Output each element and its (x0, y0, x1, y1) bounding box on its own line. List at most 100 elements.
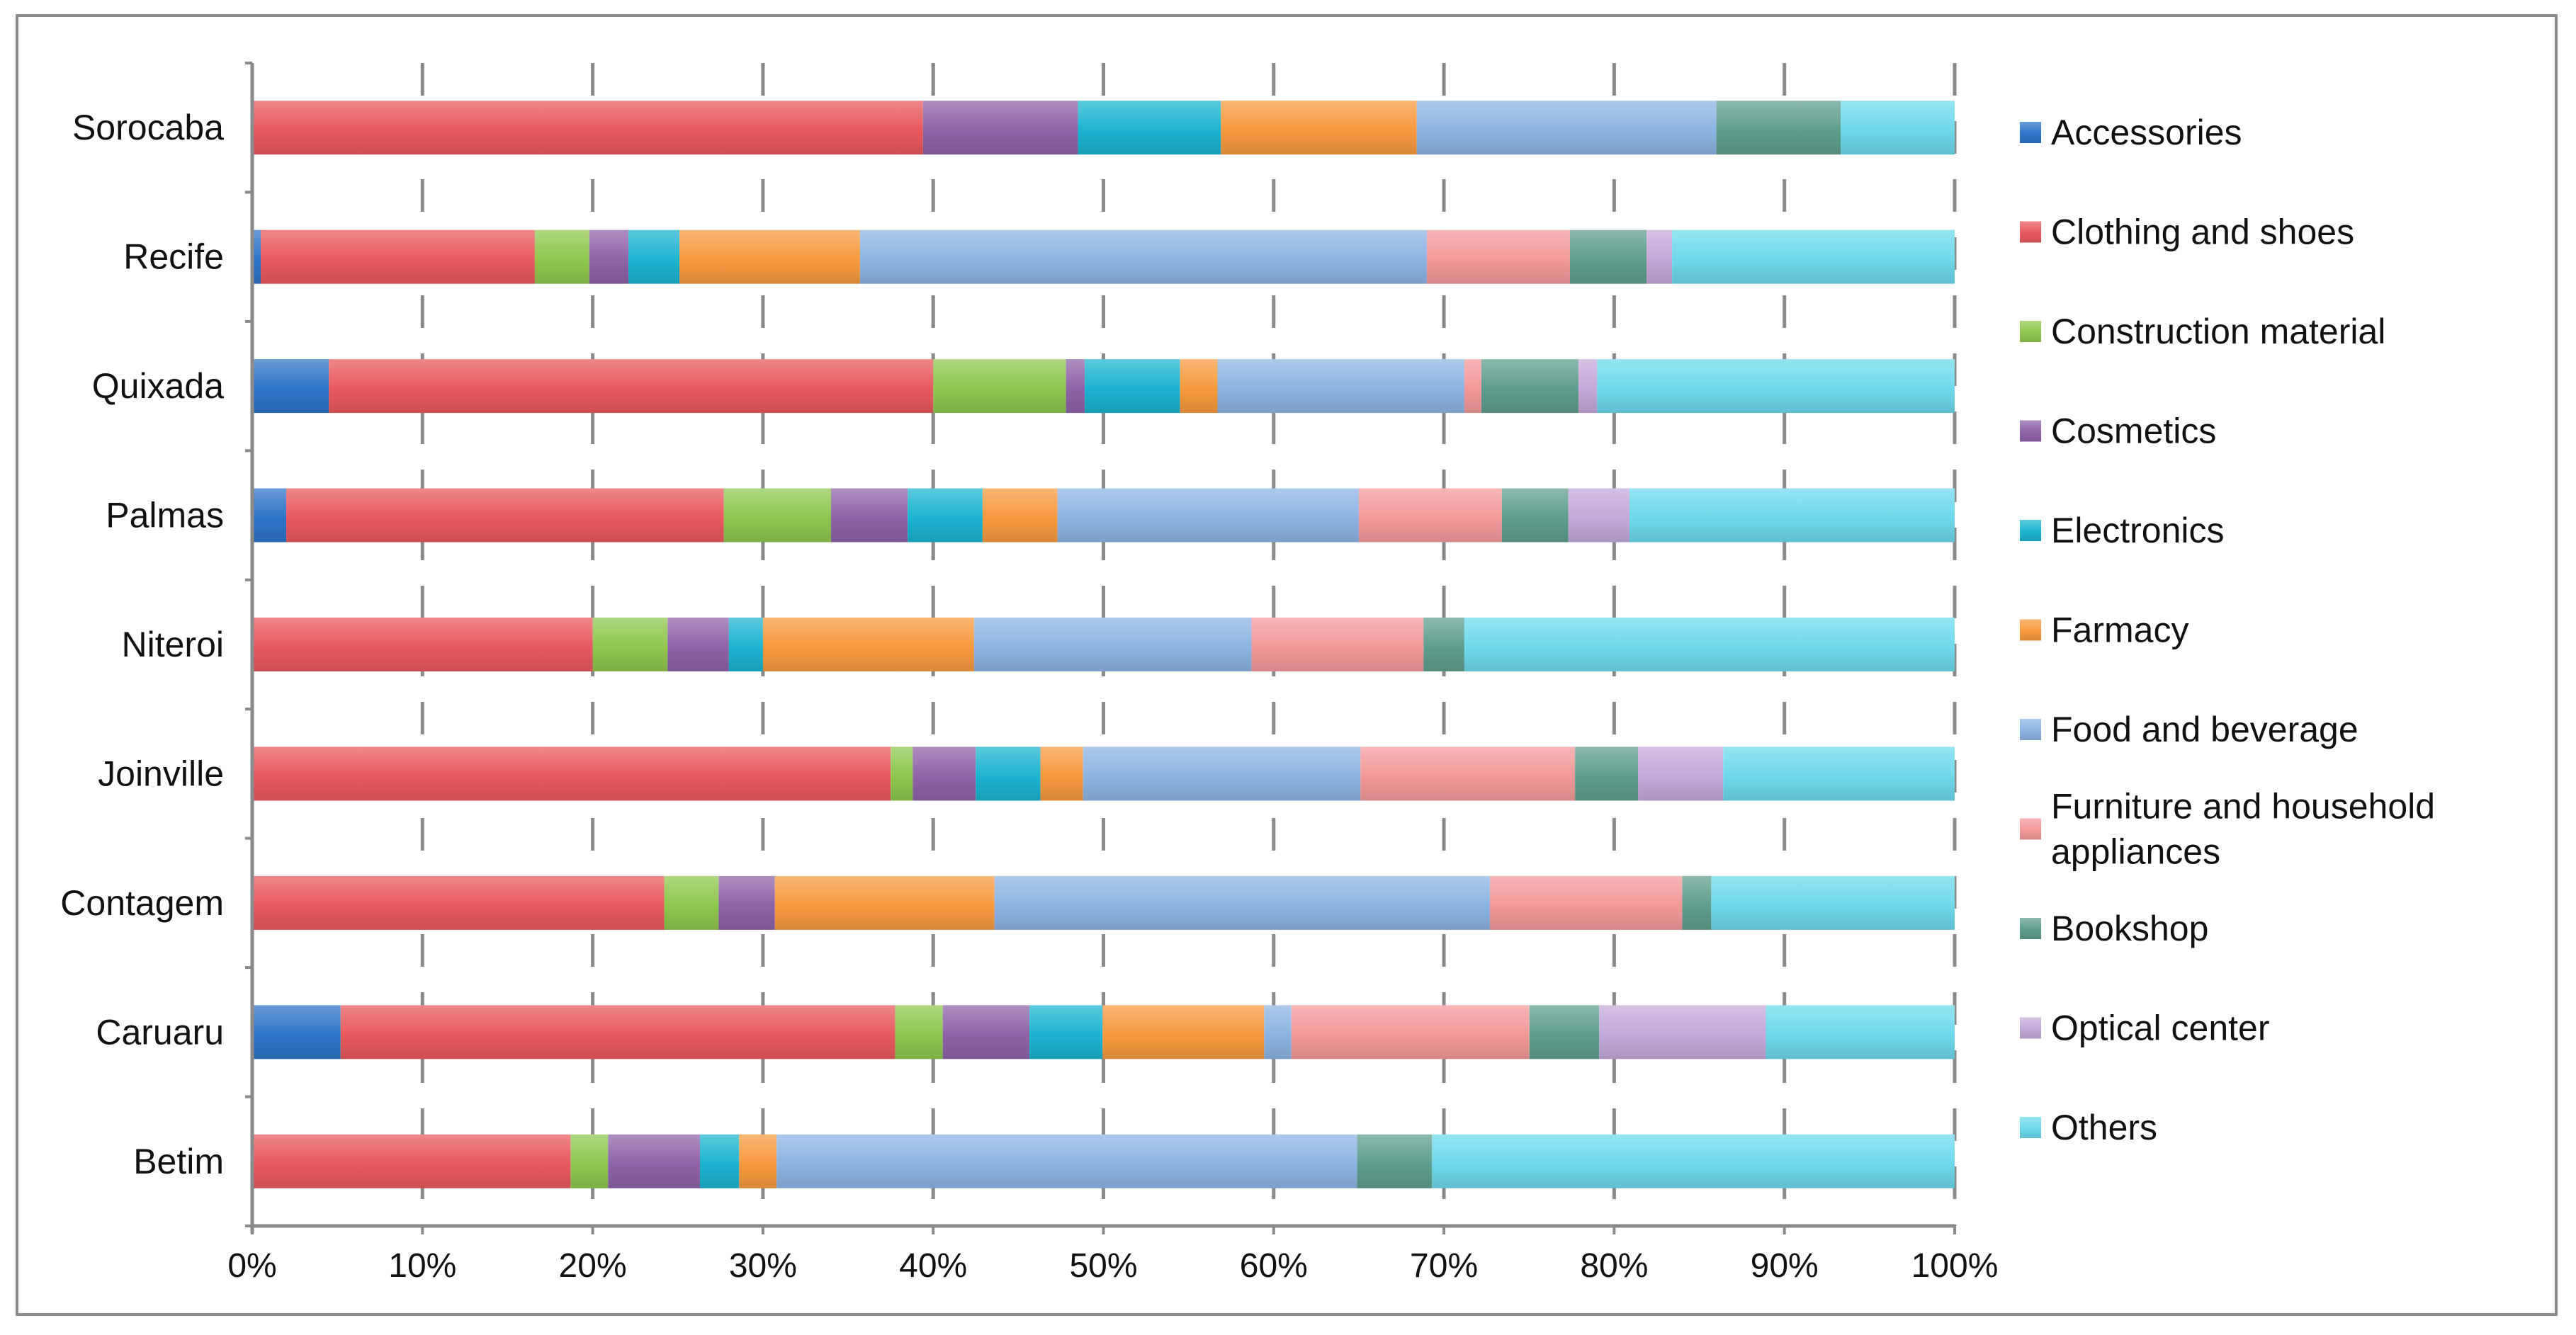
x-tick-label: 10% (388, 1247, 456, 1285)
bar-recife-clothing-and-shoes (261, 229, 535, 284)
bar-niteroi-bookshop (1423, 618, 1464, 671)
bar-palmas-bookshop (1501, 488, 1569, 542)
bar-quixada-optical-center (1578, 359, 1598, 414)
bar-quixada-bookshop (1481, 359, 1578, 414)
legend-swatch-furniture-and-household-appliances (2020, 818, 2041, 840)
y-tick-label: Betim (133, 1142, 224, 1181)
bar-joinville-construction-material (891, 746, 913, 801)
bar-quixada-food-and-beverage (1217, 359, 1464, 414)
bar-quixada-accessories (252, 359, 329, 414)
legend-label-furniture-and-household-appliances: Furniture and household appliances (2051, 787, 2435, 872)
legend-swatch-cosmetics (2020, 420, 2041, 442)
bar-joinville-farmacy (1040, 746, 1083, 801)
bar-palmas-farmacy (982, 488, 1058, 542)
bar-contagem-construction-material (664, 875, 719, 930)
legend-label-construction-material: Construction material (2051, 312, 2385, 351)
bar-quixada-construction-material (933, 359, 1066, 414)
bar-sorocaba-cosmetics (922, 101, 1078, 155)
bar-betim-electronics (699, 1134, 740, 1188)
bar-joinville-others (1723, 746, 1955, 801)
x-tick-label: 80% (1580, 1247, 1648, 1285)
bar-caruaru-others (1766, 1005, 1955, 1060)
bar-sorocaba-food-and-beverage (1416, 101, 1717, 155)
x-tick-label: 20% (559, 1247, 627, 1285)
bar-recife-construction-material (534, 229, 589, 284)
bar-palmas-clothing-and-shoes (286, 488, 724, 542)
bar-niteroi-farmacy (762, 618, 974, 671)
bar-palmas-accessories (252, 488, 287, 542)
y-tick-label: Joinville (98, 754, 224, 793)
legend-label-accessories: Accessories (2051, 113, 2242, 152)
bar-niteroi-others (1464, 618, 1955, 671)
bar-caruaru-optical-center (1599, 1005, 1766, 1060)
bar-quixada-others (1597, 359, 1955, 414)
bar-quixada-clothing-and-shoes (329, 359, 934, 414)
bar-contagem-farmacy (774, 875, 995, 930)
bar-quixada-farmacy (1180, 359, 1218, 414)
bar-caruaru-farmacy (1102, 1005, 1265, 1060)
bar-betim-food-and-beverage (776, 1134, 1357, 1188)
bar-palmas-food-and-beverage (1057, 488, 1359, 542)
chart-svg: Sorocaba Recife Quixada Palmas Niteroi Joinvi… (60, 62, 2435, 1285)
legend-label-clothing-and-shoes: Clothing and shoes (2051, 212, 2354, 252)
bar-recife-accessories (252, 229, 261, 284)
legend-label-cosmetics: Cosmetics (2051, 411, 2216, 451)
bar-caruaru-clothing-and-shoes (340, 1005, 896, 1060)
legend: Accessories Clothing and shoes Constructio… (2020, 113, 2435, 1147)
bar-contagem-food-and-beverage (994, 875, 1490, 930)
bar-contagem-furniture-and-household-appliances (1489, 875, 1683, 930)
bar-caruaru-construction-material (895, 1005, 943, 1060)
legend-label-electronics: Electronics (2051, 511, 2225, 550)
legend-label-others: Others (2051, 1108, 2157, 1147)
y-tick-label: Quixada (92, 366, 224, 406)
bar-joinville-cosmetics (913, 746, 976, 801)
bar-recife-food-and-beverage (859, 229, 1428, 284)
legend-label-food-and-beverage: Food and beverage (2051, 710, 2358, 749)
bar-betim-clothing-and-shoes (252, 1134, 571, 1188)
y-tick-label: Contagem (60, 883, 224, 923)
bar-contagem-cosmetics (718, 875, 775, 930)
bar-recife-bookshop (1569, 229, 1647, 284)
legend-swatch-others (2020, 1117, 2041, 1138)
legend-swatch-food-and-beverage (2020, 719, 2041, 740)
x-tick-label: 30% (729, 1247, 797, 1285)
bar-palmas-cosmetics (831, 488, 908, 542)
chart-frame: Sorocaba Recife Quixada Palmas Niteroi Joinvi… (16, 14, 2558, 1316)
bar-niteroi-electronics (728, 618, 763, 671)
legend-label-farmacy: Farmacy (2051, 610, 2188, 650)
bar-recife-electronics (628, 229, 680, 284)
bars (252, 101, 1955, 1188)
bar-joinville-electronics (976, 746, 1041, 801)
bar-joinville-furniture-and-household-appliances (1360, 746, 1576, 801)
bar-recife-farmacy (679, 229, 860, 284)
x-tick-label: 90% (1751, 1247, 1819, 1285)
x-tick-label: 60% (1240, 1247, 1308, 1285)
bar-niteroi-furniture-and-household-appliances (1251, 618, 1424, 671)
axes: Sorocaba Recife Quixada Palmas Niteroi Joinvi… (60, 62, 1999, 1285)
bar-betim-construction-material (570, 1134, 609, 1188)
bar-palmas-construction-material (723, 488, 832, 542)
bar-caruaru-accessories (252, 1005, 341, 1060)
legend-swatch-optical-center (2020, 1017, 2041, 1039)
y-tick-label: Sorocaba (72, 108, 224, 147)
bar-recife-optical-center (1646, 229, 1673, 284)
bar-betim-others (1432, 1134, 1955, 1188)
x-tick-label: 100% (1911, 1247, 1999, 1285)
y-tick-label: Caruaru (96, 1012, 224, 1052)
bar-sorocaba-electronics (1078, 101, 1221, 155)
bar-sorocaba-others (1840, 101, 1955, 155)
bar-recife-others (1672, 229, 1955, 284)
bar-contagem-others (1711, 875, 1955, 930)
bar-quixada-electronics (1085, 359, 1180, 414)
bar-niteroi-food-and-beverage (973, 618, 1252, 671)
bar-joinville-clothing-and-shoes (252, 746, 891, 801)
bar-betim-cosmetics (608, 1134, 700, 1188)
legend-swatch-clothing-and-shoes (2020, 221, 2041, 243)
x-tick-label: 50% (1069, 1247, 1137, 1285)
bar-sorocaba-clothing-and-shoes (252, 101, 923, 155)
legend-swatch-farmacy (2020, 619, 2041, 641)
bar-caruaru-furniture-and-household-appliances (1291, 1005, 1530, 1060)
bar-palmas-others (1629, 488, 1955, 542)
legend-swatch-electronics (2020, 520, 2041, 541)
bar-joinville-bookshop (1575, 746, 1639, 801)
